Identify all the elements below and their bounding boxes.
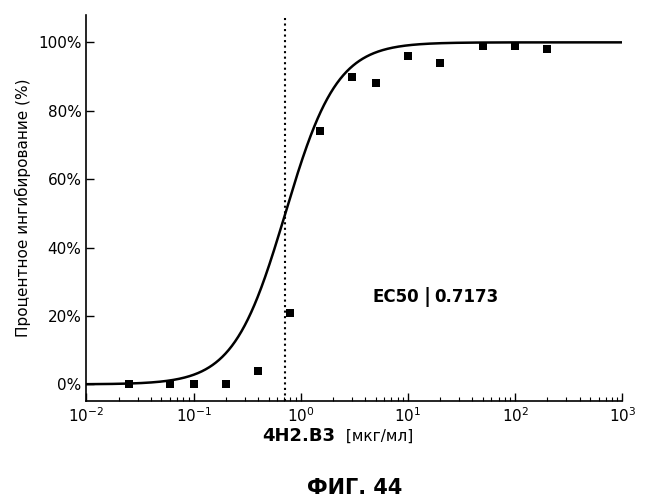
Point bbox=[510, 42, 520, 50]
Point bbox=[285, 308, 296, 316]
Point bbox=[124, 380, 134, 388]
Point bbox=[403, 52, 413, 60]
Text: ФИГ. 44: ФИГ. 44 bbox=[307, 478, 402, 498]
Point bbox=[347, 72, 357, 80]
Point bbox=[314, 128, 325, 136]
Point bbox=[478, 42, 488, 50]
Text: 0.7173: 0.7173 bbox=[435, 288, 499, 306]
Text: EC50: EC50 bbox=[372, 288, 419, 306]
Point bbox=[542, 45, 553, 53]
Point bbox=[165, 380, 175, 388]
Point bbox=[253, 366, 264, 374]
Y-axis label: Процентное ингибирование (%): Процентное ингибирование (%) bbox=[15, 79, 31, 338]
Text: |: | bbox=[423, 287, 430, 307]
Text: [мкг/мл]: [мкг/мл] bbox=[341, 429, 413, 444]
Point bbox=[221, 380, 231, 388]
Point bbox=[370, 80, 381, 88]
Point bbox=[188, 380, 199, 388]
Point bbox=[435, 59, 445, 67]
Text: 4H2.B3: 4H2.B3 bbox=[262, 428, 335, 446]
